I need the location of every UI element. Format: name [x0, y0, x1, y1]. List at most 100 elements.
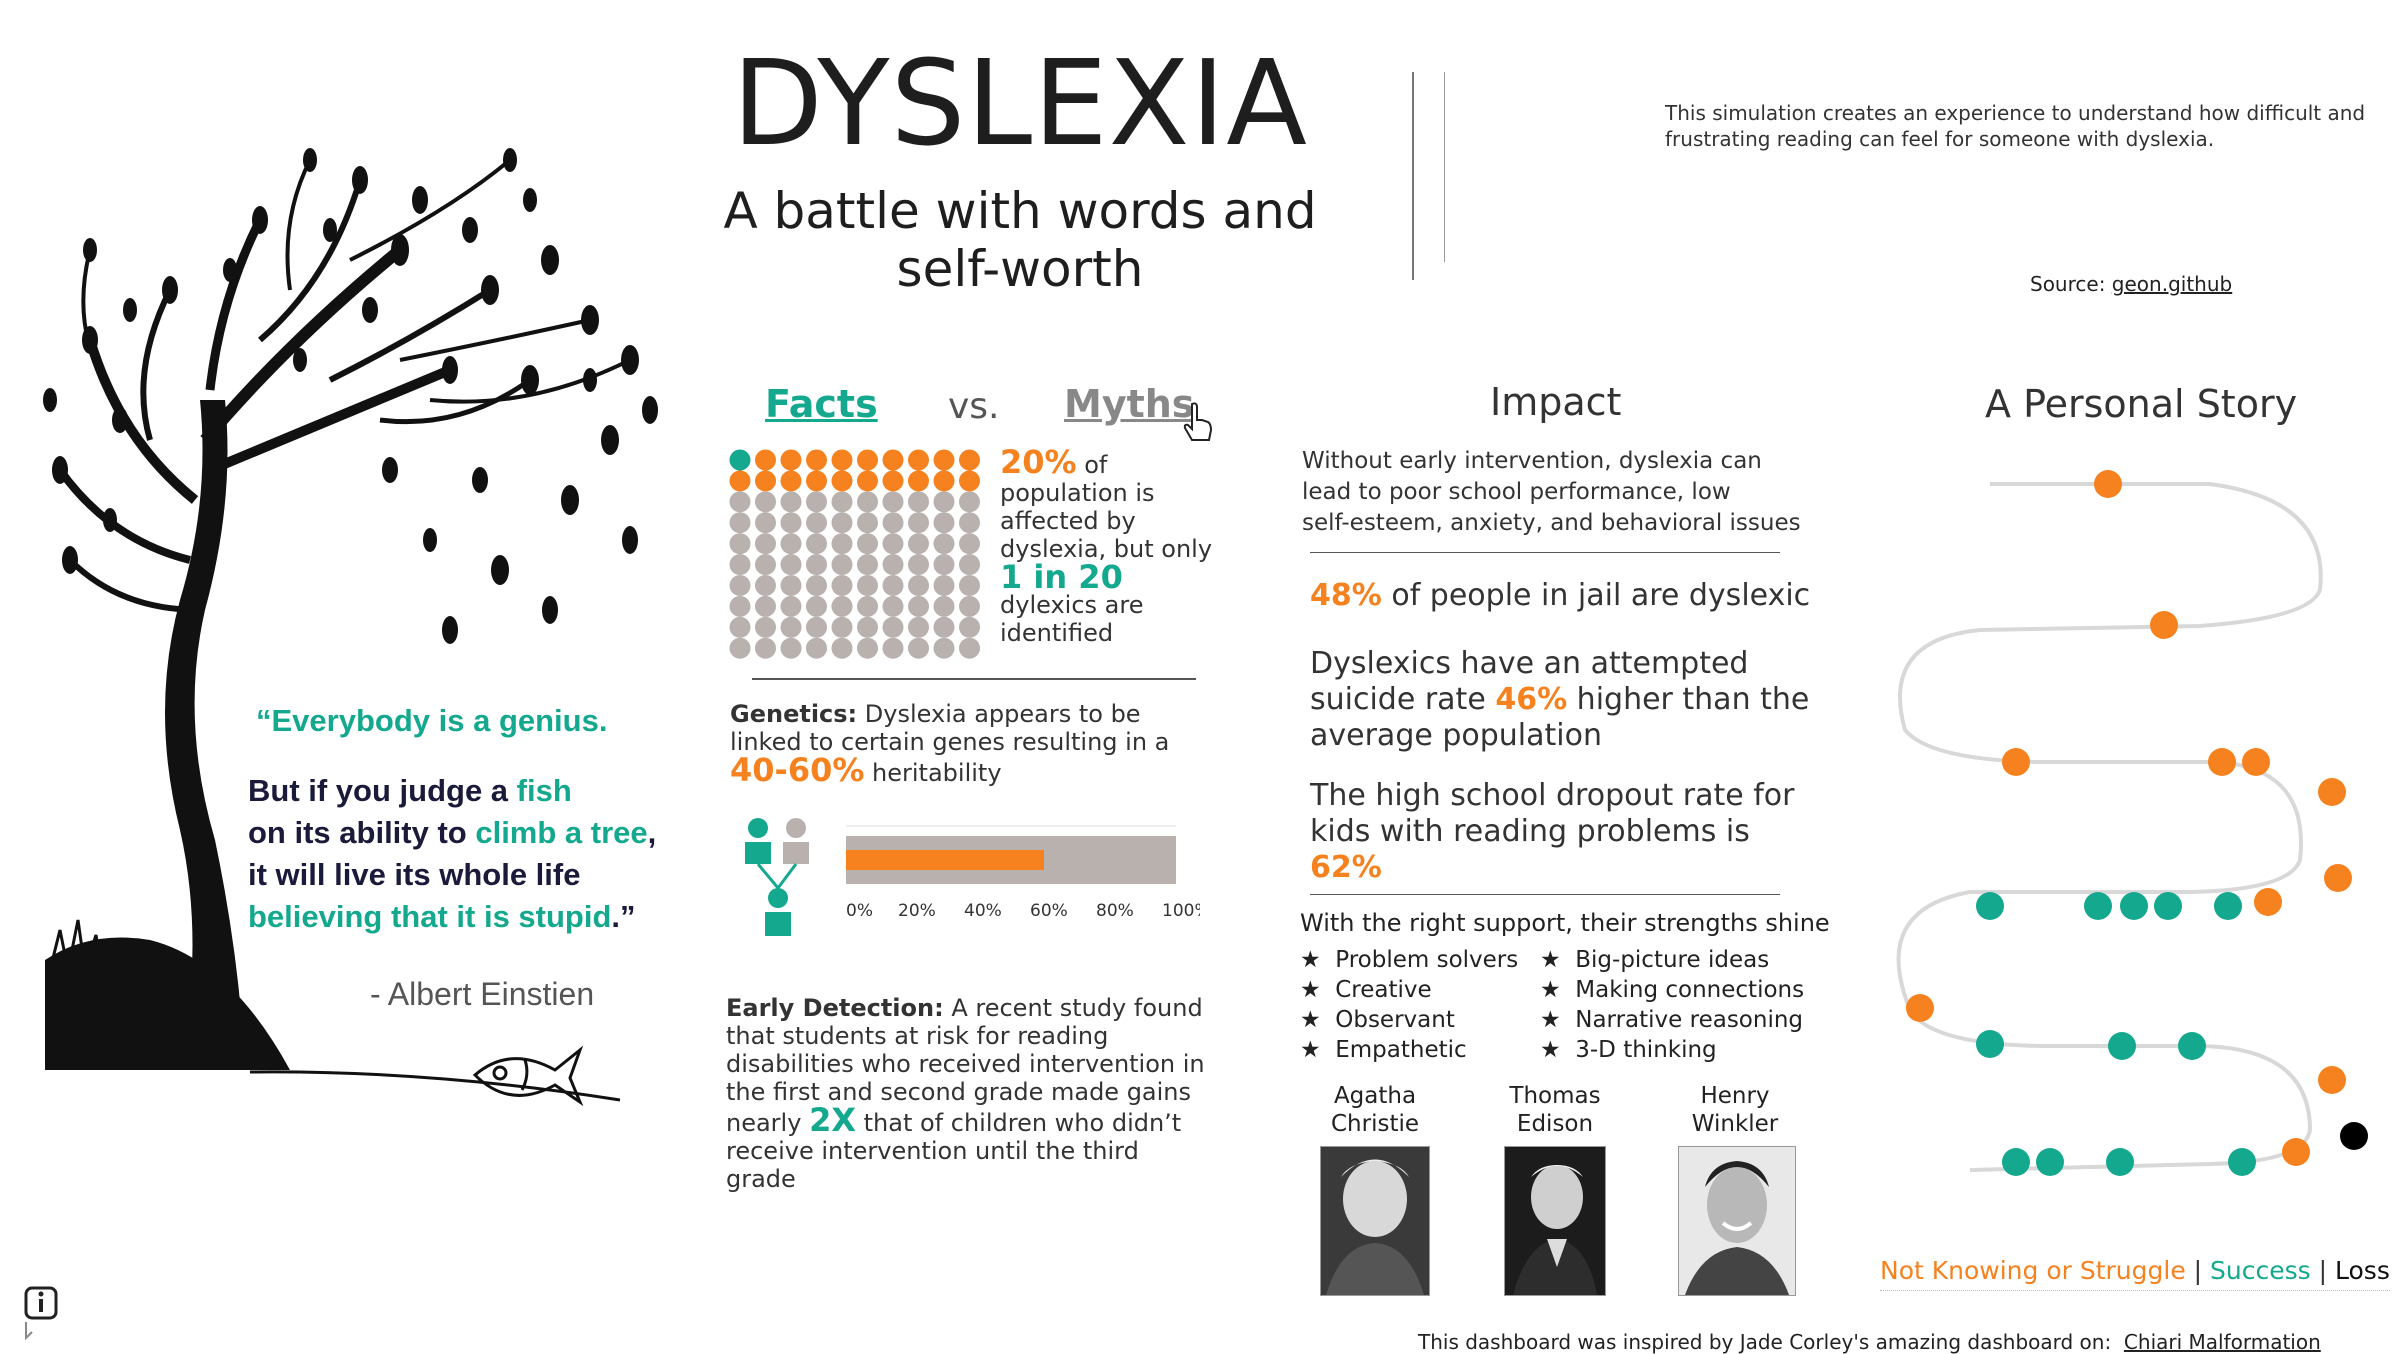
waffle-dot — [831, 449, 853, 471]
waffle-dot — [729, 491, 751, 513]
tick-label: 0% — [846, 901, 873, 921]
waffle-dot — [780, 574, 802, 596]
waffle-dot — [831, 491, 853, 513]
early-2x: 2X — [809, 1101, 856, 1139]
legend-success: Success — [2210, 1256, 2311, 1285]
waffle-dot — [831, 616, 853, 638]
fish-icon — [472, 1045, 584, 1107]
page-subtitle: A battle with words and self-worth — [700, 182, 1340, 298]
waffle-dot — [806, 616, 827, 638]
waffle-dot — [729, 533, 751, 555]
quote-author: - Albert Einstien — [370, 976, 595, 1012]
waffle-dot — [831, 554, 853, 576]
waffle-dot — [908, 595, 929, 617]
person-name: Henry Winkler — [1691, 1083, 1779, 1137]
waffle-dot — [882, 491, 904, 513]
waffle-dot — [729, 574, 751, 596]
waffle-dot — [831, 533, 853, 555]
waffle-dot — [959, 512, 980, 534]
story-event-dot — [2208, 748, 2236, 776]
waffle-dot — [729, 470, 751, 492]
waffle-dot — [959, 574, 980, 596]
story-event-dot — [2002, 748, 2030, 776]
waffle-dot — [959, 637, 980, 659]
story-event-dot — [2178, 1032, 2206, 1060]
waffle-dot — [857, 616, 878, 638]
waffle-dot — [882, 554, 904, 576]
tick-label: 100% — [1162, 901, 1200, 921]
waffle-dot — [908, 491, 929, 513]
waffle-dot — [755, 616, 776, 638]
waffle-dot — [755, 470, 776, 492]
list-item: ★ Narrative reasoning — [1540, 1007, 1804, 1033]
waffle-dot — [959, 449, 980, 471]
waffle-dot — [806, 637, 827, 659]
waffle-dot — [857, 595, 878, 617]
waffle-dot — [857, 470, 878, 492]
waffle-dot — [780, 449, 802, 471]
footer-text: This dashboard was inspired by Jade Corl… — [1418, 1330, 2112, 1354]
subtitle-line1: A battle with words and — [723, 182, 1317, 240]
source-link[interactable]: geon.github — [2111, 272, 2233, 296]
story-event-dot — [2318, 778, 2346, 806]
waffle-dot — [882, 637, 904, 659]
divider — [1444, 72, 1445, 262]
story-event-dot — [2324, 864, 2352, 892]
waffle-dot — [908, 533, 929, 555]
footer-link[interactable]: Chiari Malformation — [2123, 1330, 2321, 1354]
waffle-dot — [857, 637, 878, 659]
story-event-dot — [2036, 1148, 2064, 1176]
pct-20: 20% — [1000, 443, 1077, 481]
tab-myths[interactable]: Myths — [1064, 382, 1195, 426]
footer: This dashboard was inspired by Jade Corl… — [1418, 1330, 2321, 1354]
waffle-dot — [755, 533, 776, 555]
population-stat: 20% of population is affected by dyslexi… — [1000, 446, 1240, 647]
legend-loss: Loss — [2335, 1256, 2390, 1285]
waffle-dot — [831, 512, 853, 534]
waffle-dot — [959, 470, 980, 492]
waffle-dot — [806, 533, 827, 555]
waffle-dot — [933, 491, 955, 513]
waffle-dot — [933, 595, 955, 617]
waffle-dot — [729, 512, 751, 534]
source-label: Source: — [2030, 272, 2106, 296]
waffle-dot — [831, 470, 853, 492]
waffle-dot — [857, 554, 878, 576]
waffle-dot — [933, 470, 955, 492]
tick-label: 80% — [1096, 901, 1134, 921]
waffle-dot — [755, 449, 776, 471]
waffle-dot — [933, 554, 955, 576]
waffle-dot — [806, 449, 827, 471]
waffle-dot — [755, 491, 776, 513]
photo-agatha-christie — [1320, 1146, 1430, 1296]
suicide-stat: Dyslexics have an attempted suicide rate… — [1310, 646, 1810, 753]
story-event-dot — [1906, 994, 1934, 1022]
waffle-dot — [959, 616, 980, 638]
waffle-dot — [933, 533, 955, 555]
waffle-dot — [806, 595, 827, 617]
waffle-dot — [831, 574, 853, 596]
tab-facts[interactable]: Facts — [765, 382, 878, 426]
waffle-dot — [755, 637, 776, 659]
list-item: ★ Observant — [1300, 1007, 1455, 1033]
story-event-dot — [2108, 1032, 2136, 1060]
waffle-dot — [755, 554, 776, 576]
waffle-dot — [755, 595, 776, 617]
waffle-dot — [908, 512, 929, 534]
info-icon[interactable] — [20, 1284, 64, 1342]
story-event-dot — [2242, 748, 2270, 776]
strengths-left-list: ★ Problem solvers ★ Creative ★ Observant… — [1300, 945, 1518, 1065]
person-name: Thomas Edison — [1509, 1083, 1601, 1137]
story-event-dot — [2106, 1148, 2134, 1176]
tick-label: 40% — [964, 901, 1002, 921]
waffle-dot — [933, 512, 955, 534]
waffle-dot — [933, 616, 955, 638]
story-event-dot — [2228, 1148, 2256, 1176]
waffle-dot — [908, 616, 929, 638]
story-event-dot — [2318, 1066, 2346, 1094]
waffle-dot — [882, 616, 904, 638]
personal-story-path-chart — [1896, 470, 2368, 1176]
quote-line3: on its ability to climb a tree, — [248, 815, 657, 850]
waffle-dot — [729, 616, 751, 638]
tick-label: 20% — [898, 901, 936, 921]
